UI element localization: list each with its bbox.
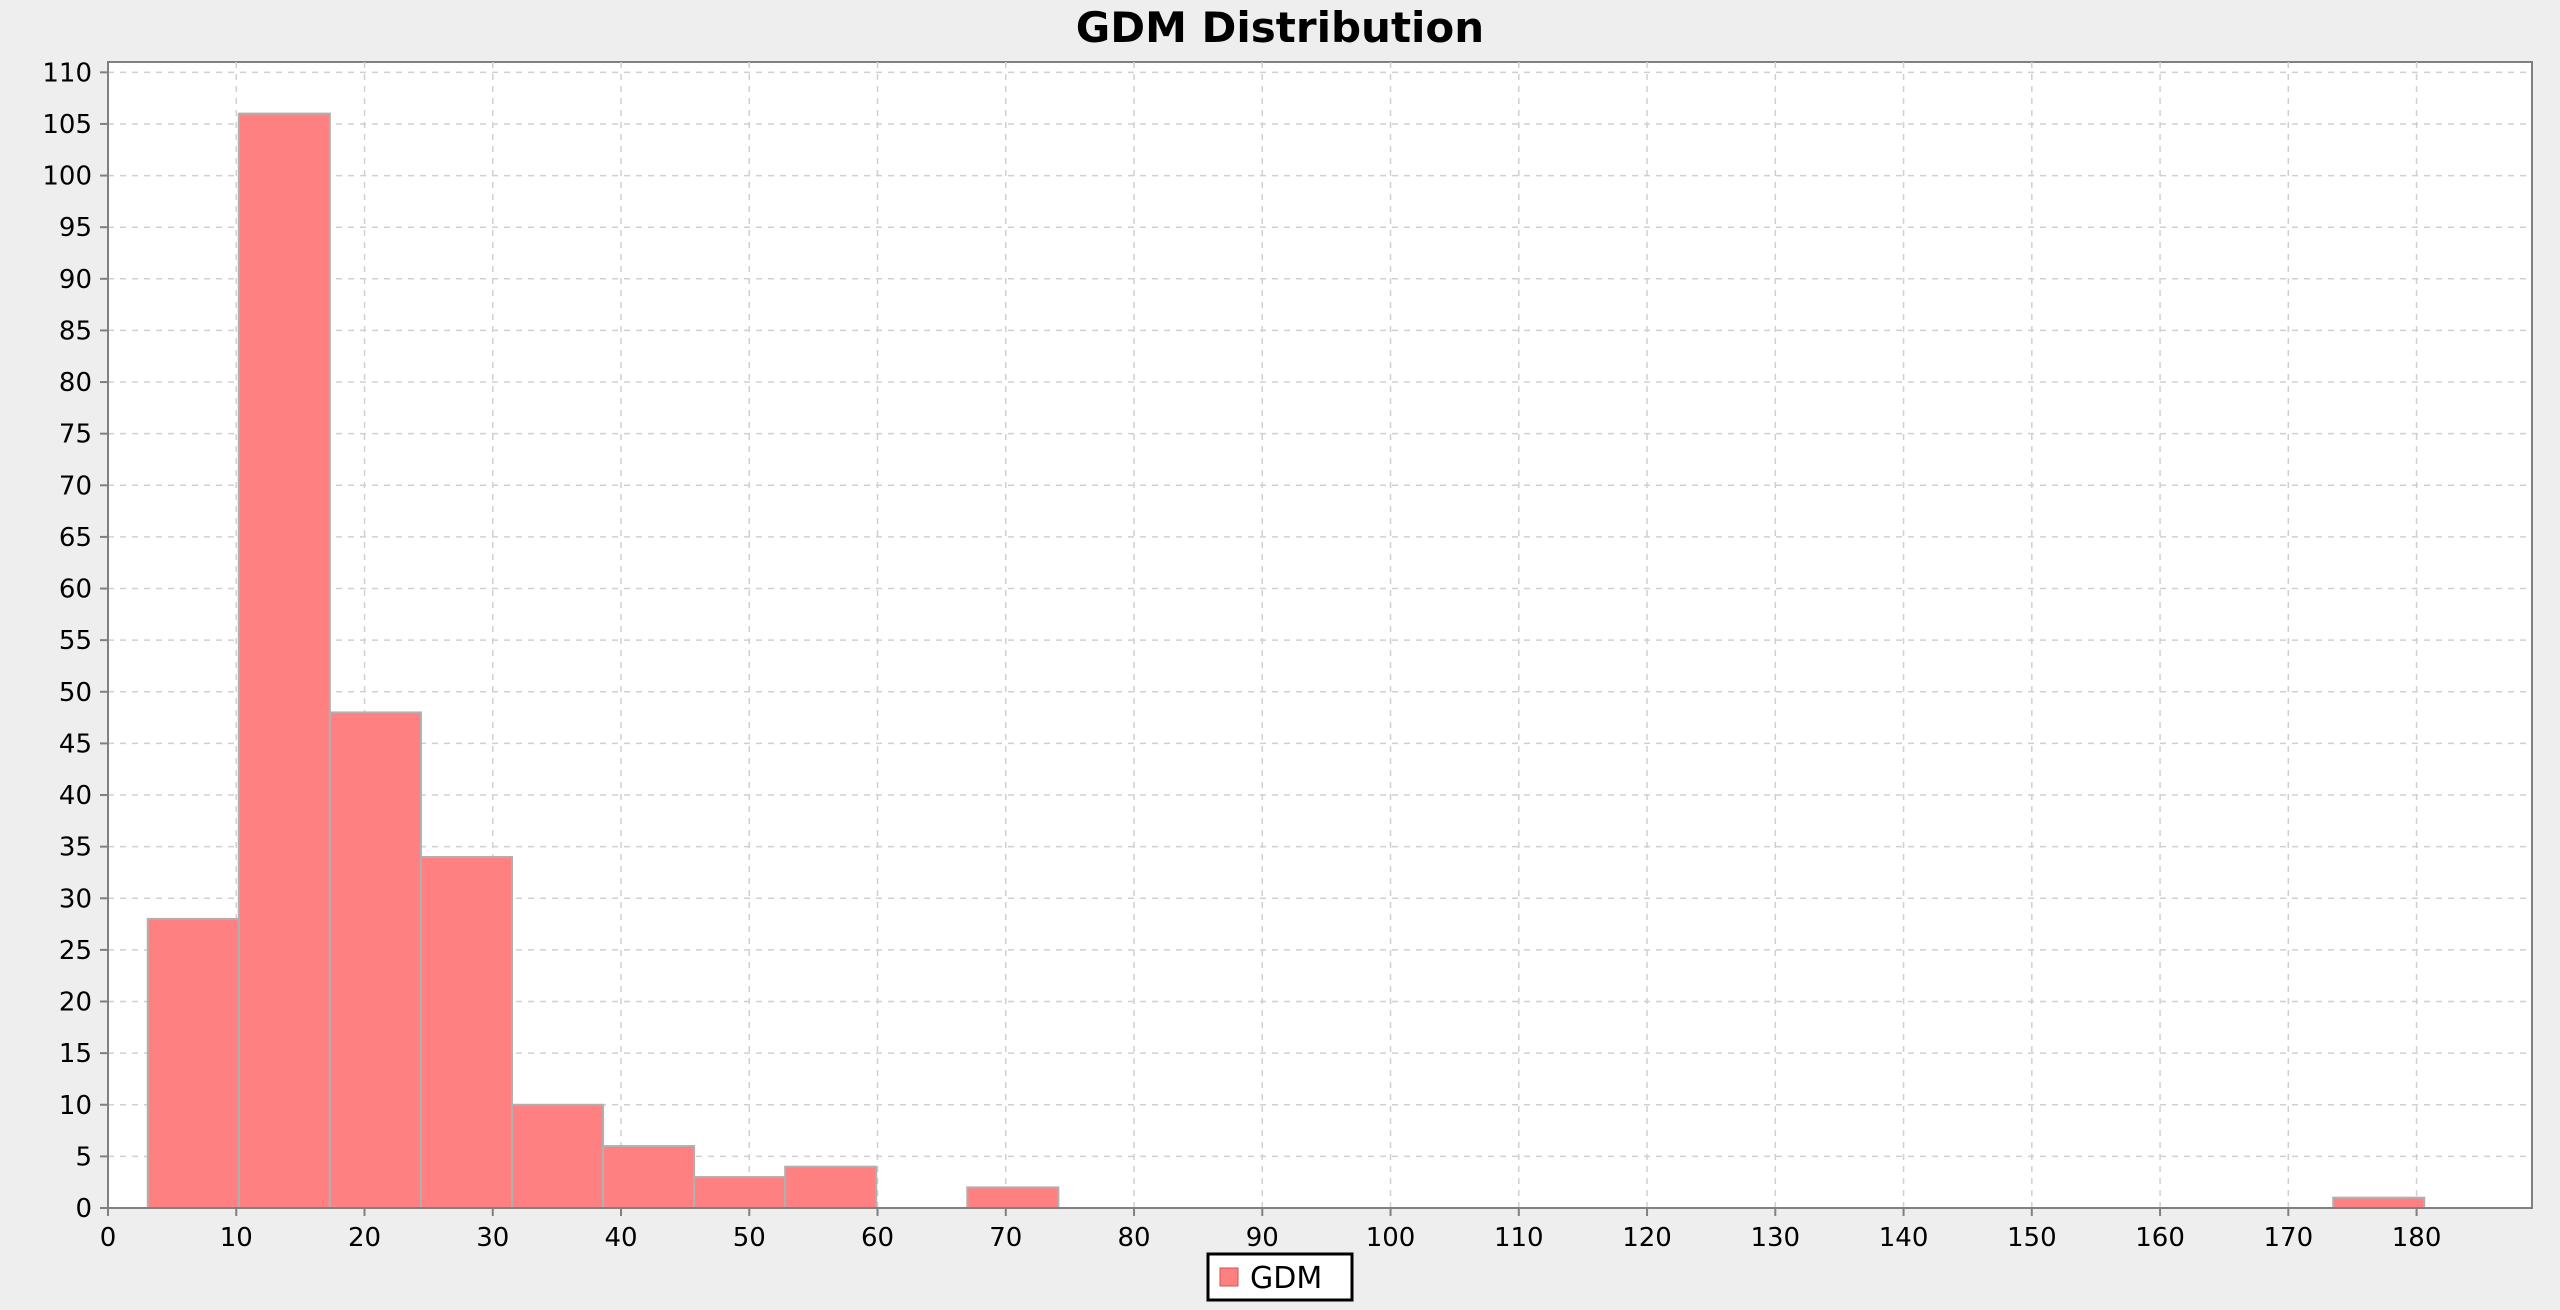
y-tick-label-90: 90	[59, 265, 92, 295]
y-tick-label-85: 85	[59, 316, 92, 346]
x-tick-label-40: 40	[604, 1223, 637, 1253]
x-tick-label-10: 10	[220, 1223, 253, 1253]
y-tick-label-65: 65	[59, 523, 92, 553]
histogram-bar-5	[602, 1145, 696, 1210]
x-tick-label-0: 0	[100, 1223, 117, 1253]
x-tick-label-30: 30	[476, 1223, 509, 1253]
y-tick-label-100: 100	[42, 162, 92, 192]
y-tick-label-95: 95	[59, 213, 92, 243]
y-tick-label-5: 5	[75, 1142, 92, 1172]
y-tick-label-30: 30	[59, 884, 92, 914]
x-tick-label-90: 90	[1246, 1223, 1279, 1253]
x-tick-label-50: 50	[733, 1223, 766, 1253]
legend-label-gdm: GDM	[1250, 1261, 1322, 1296]
histogram-bar-0	[146, 917, 240, 1210]
histogram-bar-24	[2332, 1196, 2426, 1209]
x-tick-label-120: 120	[1622, 1223, 1672, 1253]
x-tick-label-160: 160	[2135, 1223, 2185, 1253]
histogram-bar-1	[237, 112, 331, 1210]
x-tick-label-110: 110	[1494, 1223, 1544, 1253]
y-tick-label-110: 110	[42, 58, 92, 88]
x-tick-label-20: 20	[348, 1223, 381, 1253]
y-tick-label-40: 40	[59, 781, 92, 811]
y-tick-label-20: 20	[59, 988, 92, 1018]
x-tick-label-60: 60	[861, 1223, 894, 1253]
y-tick-label-105: 105	[42, 110, 92, 140]
y-tick-label-80: 80	[59, 368, 92, 398]
legend-swatch-gdm	[1219, 1267, 1239, 1287]
histogram-bar-4	[511, 1103, 605, 1209]
y-tick-label-35: 35	[59, 833, 92, 863]
histogram-bar-3	[419, 855, 514, 1209]
x-tick-label-80: 80	[1117, 1223, 1150, 1253]
histogram-bar-9	[966, 1186, 1060, 1209]
histogram-bar-2	[328, 711, 422, 1209]
histogram-bar-7	[784, 1165, 878, 1210]
chart-title: GDM Distribution	[1076, 3, 1484, 52]
x-tick-label-130: 130	[1750, 1223, 1800, 1253]
y-tick-label-25: 25	[59, 936, 92, 966]
y-tick-label-55: 55	[59, 626, 92, 656]
y-tick-label-50: 50	[59, 678, 92, 708]
axes: 0 10 20 30 40 50 60 70 80 90 100 110 120 130 140 150 160…	[42, 58, 2532, 1253]
y-tick-label-0: 0	[75, 1194, 92, 1224]
y-tick-label-10: 10	[59, 1091, 92, 1121]
gridlines	[108, 62, 2532, 1208]
y-tick-label-70: 70	[59, 471, 92, 501]
y-tick-label-75: 75	[59, 420, 92, 450]
histogram-bar-6	[693, 1176, 787, 1209]
x-tick-label-140: 140	[1879, 1223, 1929, 1253]
x-tick-label-150: 150	[2007, 1223, 2057, 1253]
histogram-bars	[146, 112, 2426, 1210]
y-tick-label-45: 45	[59, 729, 92, 759]
legend: GDM	[1206, 1252, 1354, 1302]
x-tick-label-180: 180	[2392, 1223, 2442, 1253]
y-tick-label-15: 15	[59, 1039, 92, 1069]
x-tick-label-100: 100	[1366, 1223, 1416, 1253]
y-tick-label-60: 60	[59, 575, 92, 605]
x-tick-label-70: 70	[989, 1223, 1022, 1253]
x-tick-label-170: 170	[2263, 1223, 2313, 1253]
